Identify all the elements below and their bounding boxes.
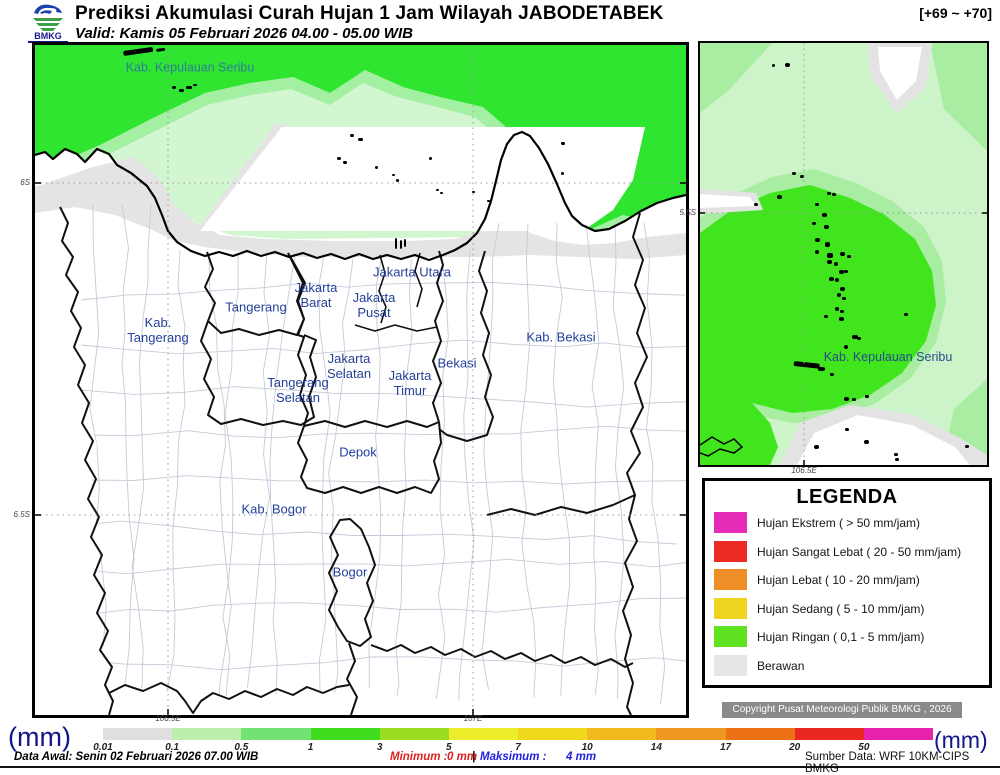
legend-item-label: Hujan Lebat ( 10 - 20 mm/jam) (757, 573, 920, 587)
lat-axis-label: 6S (20, 178, 30, 187)
legend-item: Hujan Lebat ( 10 - 20 mm/jam) (705, 566, 989, 595)
inset-lon-axis-label: 106.5E (791, 466, 817, 475)
colorbar-segment (241, 728, 311, 740)
legend-swatch (714, 512, 747, 533)
seribu-islands (123, 47, 565, 249)
district-boundaries (80, 204, 686, 710)
colorbar-segment (172, 728, 242, 740)
colorbar-unit-left: (mm) (8, 722, 71, 752)
colorbar-tick-label: 10 (581, 742, 593, 753)
legend-swatch (714, 626, 747, 647)
land-area (35, 132, 686, 715)
inset-map-kepulauan-seribu: Kab. Kepulauan Seribu (698, 41, 989, 467)
inset-edge-ticks (700, 212, 987, 465)
colorbar-tick-label: 20 (789, 742, 801, 753)
legend-item-label: Hujan Sangat Lebat ( 20 - 50 mm/jam) (757, 544, 962, 559)
legend-item: Berawan (705, 652, 989, 681)
colorbar-segment (587, 728, 657, 740)
data-awal-text: Data Awal: Senin 02 Februari 2026 07.00 … (14, 751, 259, 763)
inset-coastline (699, 436, 744, 457)
legend-item: Hujan Ekstrem ( > 50 mm/jam) (705, 509, 989, 538)
inset-lat-axis-label: 5.5S (679, 208, 696, 217)
colorbar-segment (310, 728, 380, 740)
inset-gridlines (700, 43, 987, 465)
legend-swatch (714, 597, 747, 619)
legend-title: LEGENDA (796, 486, 898, 508)
valid-time: Valid: Kamis 05 Februari 2026 04.00 - 05… (75, 25, 413, 42)
inset-map-canvas (699, 43, 987, 465)
colorbar-segment (725, 728, 795, 740)
legend-box: LEGENDA Hujan Ekstrem ( > 50 mm/jam) Huja… (702, 478, 992, 688)
footer-separator: | (472, 751, 476, 763)
legend-item-label: Hujan Sedang ( 5 - 10 mm/jam) (757, 601, 925, 616)
bottom-rule (0, 766, 1000, 768)
colorbar-tick-label: 0.5 (234, 742, 249, 753)
colorbar-segment (656, 728, 726, 740)
colorbar-segment (103, 728, 173, 740)
bmkg-logo-icon (33, 4, 63, 31)
minimum-value: 0 mm (447, 751, 478, 763)
inset-region-label: Kab. Kepulauan Seribu (823, 350, 953, 364)
legend-item: Hujan Sangat Lebat ( 20 - 50 mm/jam) (705, 538, 989, 567)
main-map: Kab. Kepulauan Seribu Kab. Tangerang Tange… (32, 42, 689, 718)
lon-axis-label: 107E (463, 714, 483, 723)
copyright-banner: Copyright Pusat Meteorologi Publik BMKG … (722, 702, 962, 718)
maksimum-label: Maksimum : (480, 751, 547, 763)
admin-boundaries (59, 206, 648, 716)
colorbar-tick-label: 50 (858, 742, 870, 753)
bmkg-logo: BMKG (28, 1, 68, 50)
legend-swatch (714, 654, 747, 676)
colorbar-tick-label: 5 (446, 742, 452, 753)
clear-sea-area (200, 127, 645, 231)
lon-axis-label: 106.5E (155, 714, 181, 723)
colorbar-tick-label: 0.1 (165, 742, 180, 753)
colorbar-tick-label: 0.01 (93, 742, 113, 753)
rainfall-colorbar (103, 728, 934, 740)
edge-ticks (35, 182, 686, 715)
colorbar-tick-label: 17 (719, 742, 732, 753)
forecast-hour-range: [+69 ~ +70] (919, 5, 992, 21)
colorbar-unit-right: (mm) (934, 727, 988, 753)
map-gridlines (35, 45, 686, 715)
data-source-text: Sumber Data: WRF 10KM-CIPS BMKG (805, 751, 970, 775)
colorbar-tick-label: 3 (376, 742, 383, 753)
legend-item-label: Berawan (757, 658, 805, 673)
legend-item-label: Hujan Ringan ( 0,1 - 5 mm/jam) (757, 630, 925, 644)
legend-item: Hujan Ringan ( 0,1 - 5 mm/jam) (705, 623, 989, 652)
legend-item-label: Hujan Ekstrem ( > 50 mm/jam) (757, 516, 921, 530)
main-map-canvas (34, 45, 687, 716)
legend-item: Hujan Sedang ( 5 - 10 mm/jam) (705, 595, 989, 624)
inset-shading (700, 43, 987, 465)
colorbar-segment (518, 728, 588, 740)
colorbar-tick-label: 7 (515, 742, 521, 753)
colorbar-segment (794, 728, 864, 740)
colorbar-segment (863, 728, 934, 740)
lat-axis-label: 6.5S (13, 510, 30, 519)
colorbar-tick-label: 1 (307, 742, 314, 753)
page-title: Prediksi Akumulasi Curah Hujan 1 Jam Wil… (75, 3, 664, 24)
colorbar-tick-label: 14 (650, 742, 662, 753)
legend-swatch (714, 569, 747, 590)
legend-swatch (714, 540, 747, 562)
coastline (34, 130, 687, 262)
maksimum-value: 4 mm (566, 751, 597, 763)
minimum-label: Minimum : (390, 751, 448, 763)
inset-islands (754, 63, 969, 461)
colorbar-segment (379, 728, 449, 740)
colorbar-segment (448, 728, 519, 740)
